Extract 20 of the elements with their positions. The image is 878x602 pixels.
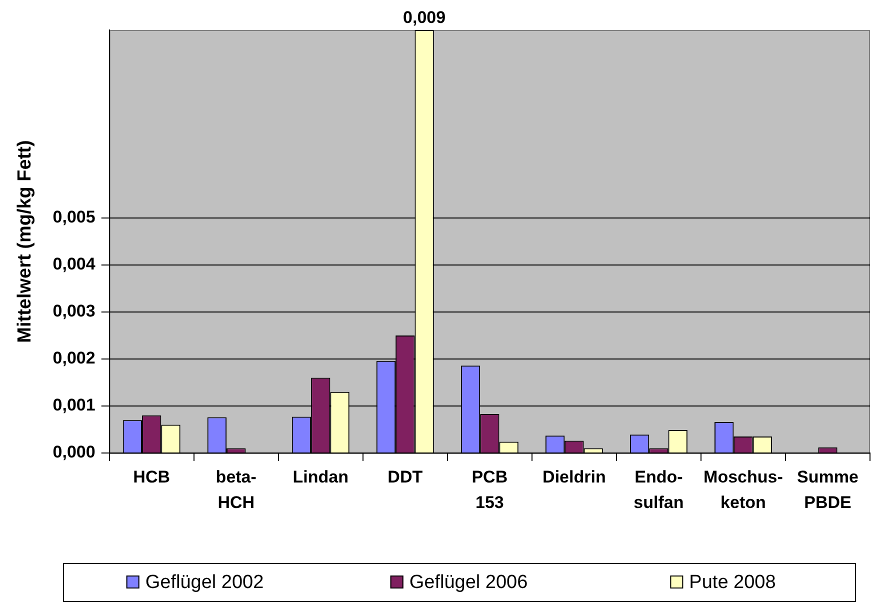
x-tick-label: Dieldrin	[542, 467, 606, 486]
x-tick-label: Moschus-keton	[704, 467, 783, 512]
y-tick-label: 0,002	[52, 348, 96, 368]
y-tick-label: 0,000	[52, 442, 96, 462]
x-tick-label: Lindan	[292, 467, 348, 486]
legend-label: Geflügel 2006	[409, 572, 528, 594]
x-tick-label: Summe PBDE	[797, 467, 858, 512]
x-tick-label: beta-HCH	[216, 467, 256, 512]
y-tick-label: 0,001	[52, 396, 96, 415]
x-tick-label: HCB	[133, 467, 170, 486]
y-tick-label: 0,003	[52, 302, 96, 321]
x-tick-label: PCB 153	[472, 467, 508, 512]
y-tick-label: 0,004	[52, 254, 96, 274]
legend-label: Geflügel 2002	[145, 572, 264, 594]
y-axis-title: Mittelwert (mg/kg Fett)	[14, 140, 36, 343]
y-tick-label: 0,005	[52, 208, 96, 227]
x-tick-label: Endo-sulfan	[634, 467, 684, 512]
legend-label: Pute 2008	[689, 572, 776, 594]
data-label: 0,009	[403, 8, 446, 28]
x-tick-label: DDT	[388, 467, 424, 486]
